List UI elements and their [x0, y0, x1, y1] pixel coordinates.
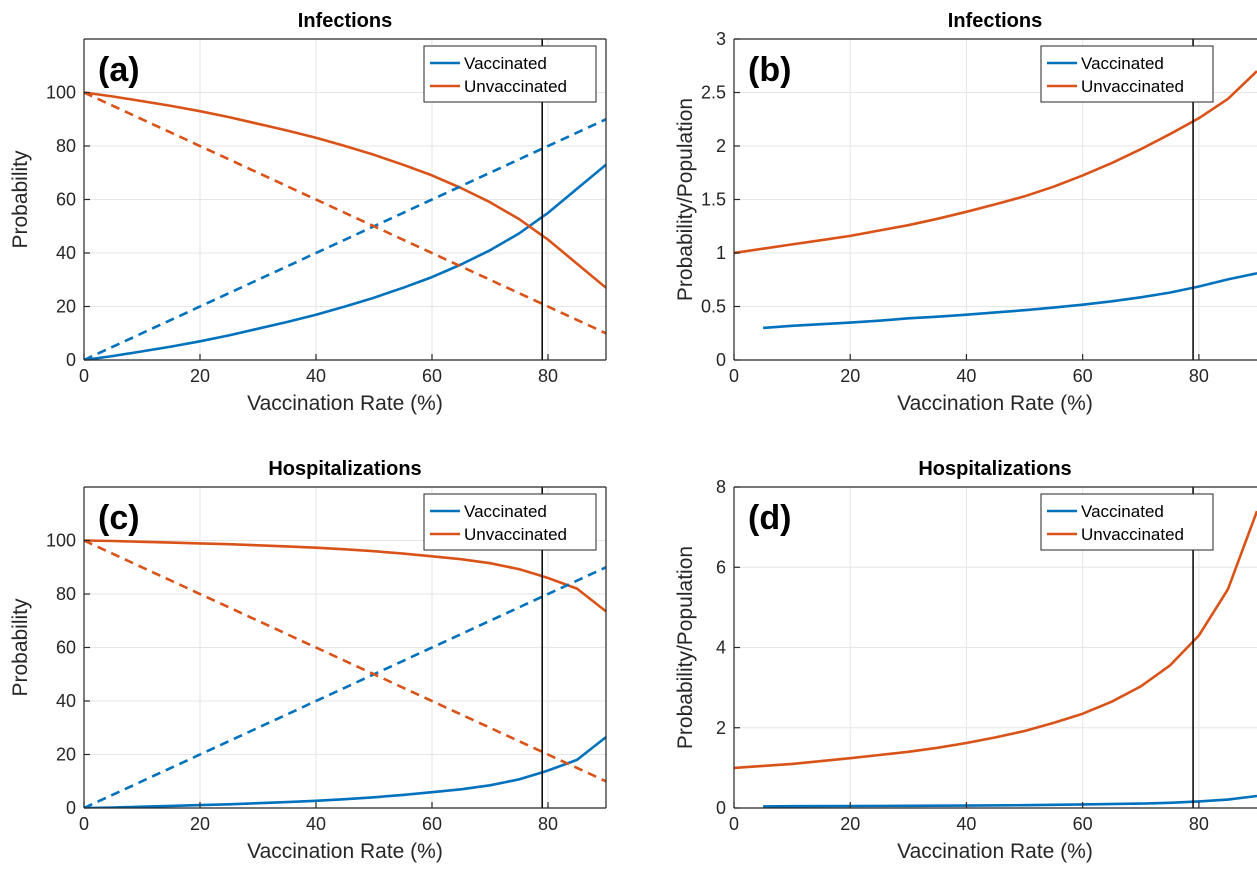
- y-tick-label: 1.5: [701, 190, 726, 210]
- x-tick-label: 0: [729, 366, 739, 386]
- series-line-unvaccinated: [734, 70, 1257, 255]
- legend-entry: Vaccinated: [1081, 502, 1164, 521]
- y-tick-label: 2.5: [701, 83, 726, 103]
- y-tick-label: 0.5: [701, 297, 726, 317]
- y-axis-label: Probability/Population: [674, 546, 697, 749]
- legend-entry: Vaccinated: [1081, 54, 1164, 73]
- x-tick-label: 60: [422, 366, 442, 386]
- x-tick-label: 20: [840, 814, 860, 834]
- y-tick-label: 80: [56, 136, 76, 156]
- y-axis-label: Probability/Population: [674, 98, 697, 301]
- legend: Vaccinated Unvaccinated: [423, 493, 597, 551]
- series-line-vaccinated: [84, 736, 606, 808]
- y-tick-label: 100: [46, 531, 76, 551]
- legend-entry: Vaccinated: [464, 54, 547, 73]
- y-tick-label: 0: [66, 350, 76, 370]
- legend-entry: Unvaccinated: [464, 77, 567, 96]
- y-tick-label: 20: [56, 297, 76, 317]
- legend-box: [1040, 45, 1214, 103]
- x-tick-label: 0: [79, 366, 89, 386]
- panel-a: 0 20 40 60 80 0 20 40 60 80 100 Infections Vaccinati…: [9, 10, 607, 415]
- x-tick-label: 40: [956, 814, 976, 834]
- y-axis-label: Probability: [9, 598, 32, 697]
- x-tick-label: 0: [79, 814, 89, 834]
- panel-label: (a): [98, 51, 140, 89]
- legend-box: [1040, 493, 1214, 551]
- legend-entry: Unvaccinated: [1081, 77, 1184, 96]
- x-tick-label: 20: [840, 366, 860, 386]
- y-tick-label: 60: [56, 638, 76, 658]
- y-tick-label: 2: [716, 718, 726, 738]
- x-tick-label: 80: [538, 814, 558, 834]
- x-tick-label: 80: [1189, 366, 1209, 386]
- legend-box: [423, 45, 597, 103]
- y-tick-label: 0: [66, 798, 76, 818]
- x-axis-label: Vaccination Rate (%): [247, 392, 443, 415]
- panel-c: 0 20 40 60 80020406080100HospitalizationsVac…: [9, 458, 607, 863]
- legend: Vaccinated Unvaccinated: [423, 45, 597, 103]
- y-tick-label: 40: [56, 243, 76, 263]
- x-tick-label: 60: [1073, 814, 1093, 834]
- x-axis-label: Vaccination Rate (%): [247, 840, 443, 863]
- series-line-vaccinated-dashed: [84, 118, 606, 360]
- series-line-vaccinated: [763, 272, 1257, 330]
- panel-label: (b): [748, 51, 791, 89]
- x-tick-label: 20: [190, 366, 210, 386]
- x-tick-label: 40: [306, 814, 326, 834]
- series-line-unvaccinated: [84, 91, 606, 289]
- series-line-vaccinated: [84, 163, 606, 360]
- series-line-unvaccinated-dashed: [84, 539, 606, 783]
- y-tick-label: 4: [716, 638, 726, 658]
- y-tick-label: 40: [56, 691, 76, 711]
- legend-entry: Unvaccinated: [464, 525, 567, 544]
- series-line-unvaccinated-dashed: [84, 91, 606, 335]
- x-tick-label: 60: [1073, 366, 1093, 386]
- series-line-vaccinated: [763, 794, 1257, 808]
- series-line-unvaccinated: [734, 510, 1257, 770]
- x-tick-label: 80: [538, 366, 558, 386]
- y-tick-label: 1: [716, 243, 726, 263]
- panel-label: (c): [98, 499, 140, 537]
- chart-title: Hospitalizations: [268, 458, 421, 480]
- y-tick-label: 8: [716, 477, 726, 497]
- x-tick-label: 40: [306, 366, 326, 386]
- chart-title: Infections: [948, 10, 1042, 32]
- series-line-unvaccinated: [84, 539, 606, 613]
- panel-b: 0 20 40 60 80 0 0.5 1 1.5 2 2.5 3 Infections Vaccinat…: [674, 10, 1257, 415]
- legend-entry: Unvaccinated: [1081, 525, 1184, 544]
- y-tick-label: 60: [56, 190, 76, 210]
- x-tick-label: 60: [422, 814, 442, 834]
- x-tick-label: 40: [956, 366, 976, 386]
- y-tick-label: 100: [46, 83, 76, 103]
- y-axis-label: Probability: [9, 150, 32, 249]
- x-axis-label: Vaccination Rate (%): [897, 392, 1093, 415]
- y-tick-label: 0: [716, 350, 726, 370]
- x-tick-label: 80: [1189, 814, 1209, 834]
- x-tick-label: 0: [729, 814, 739, 834]
- y-tick-label: 6: [716, 557, 726, 577]
- y-tick-label: 3: [716, 29, 726, 49]
- y-tick-label: 80: [56, 584, 76, 604]
- panel-label: (d): [748, 499, 791, 537]
- legend: Vaccinated Unvaccinated: [1040, 45, 1214, 103]
- legend-box: [423, 493, 597, 551]
- panel-d: 0 20 40 60 80 0 2 4 6 8 Hospitalizations Vaccinatio…: [674, 458, 1257, 863]
- x-tick-label: 20: [190, 814, 210, 834]
- y-tick-label: 2: [716, 136, 726, 156]
- legend: Vaccinated Unvaccinated: [1040, 493, 1214, 551]
- y-tick-label: 0: [716, 798, 726, 818]
- series-line-vaccinated-dashed: [84, 566, 606, 808]
- legend-entry: Vaccinated: [464, 502, 547, 521]
- chart-title: Infections: [298, 10, 392, 32]
- y-tick-label: 20: [56, 745, 76, 765]
- x-axis-label: Vaccination Rate (%): [897, 840, 1093, 863]
- chart-title: Hospitalizations: [918, 458, 1071, 480]
